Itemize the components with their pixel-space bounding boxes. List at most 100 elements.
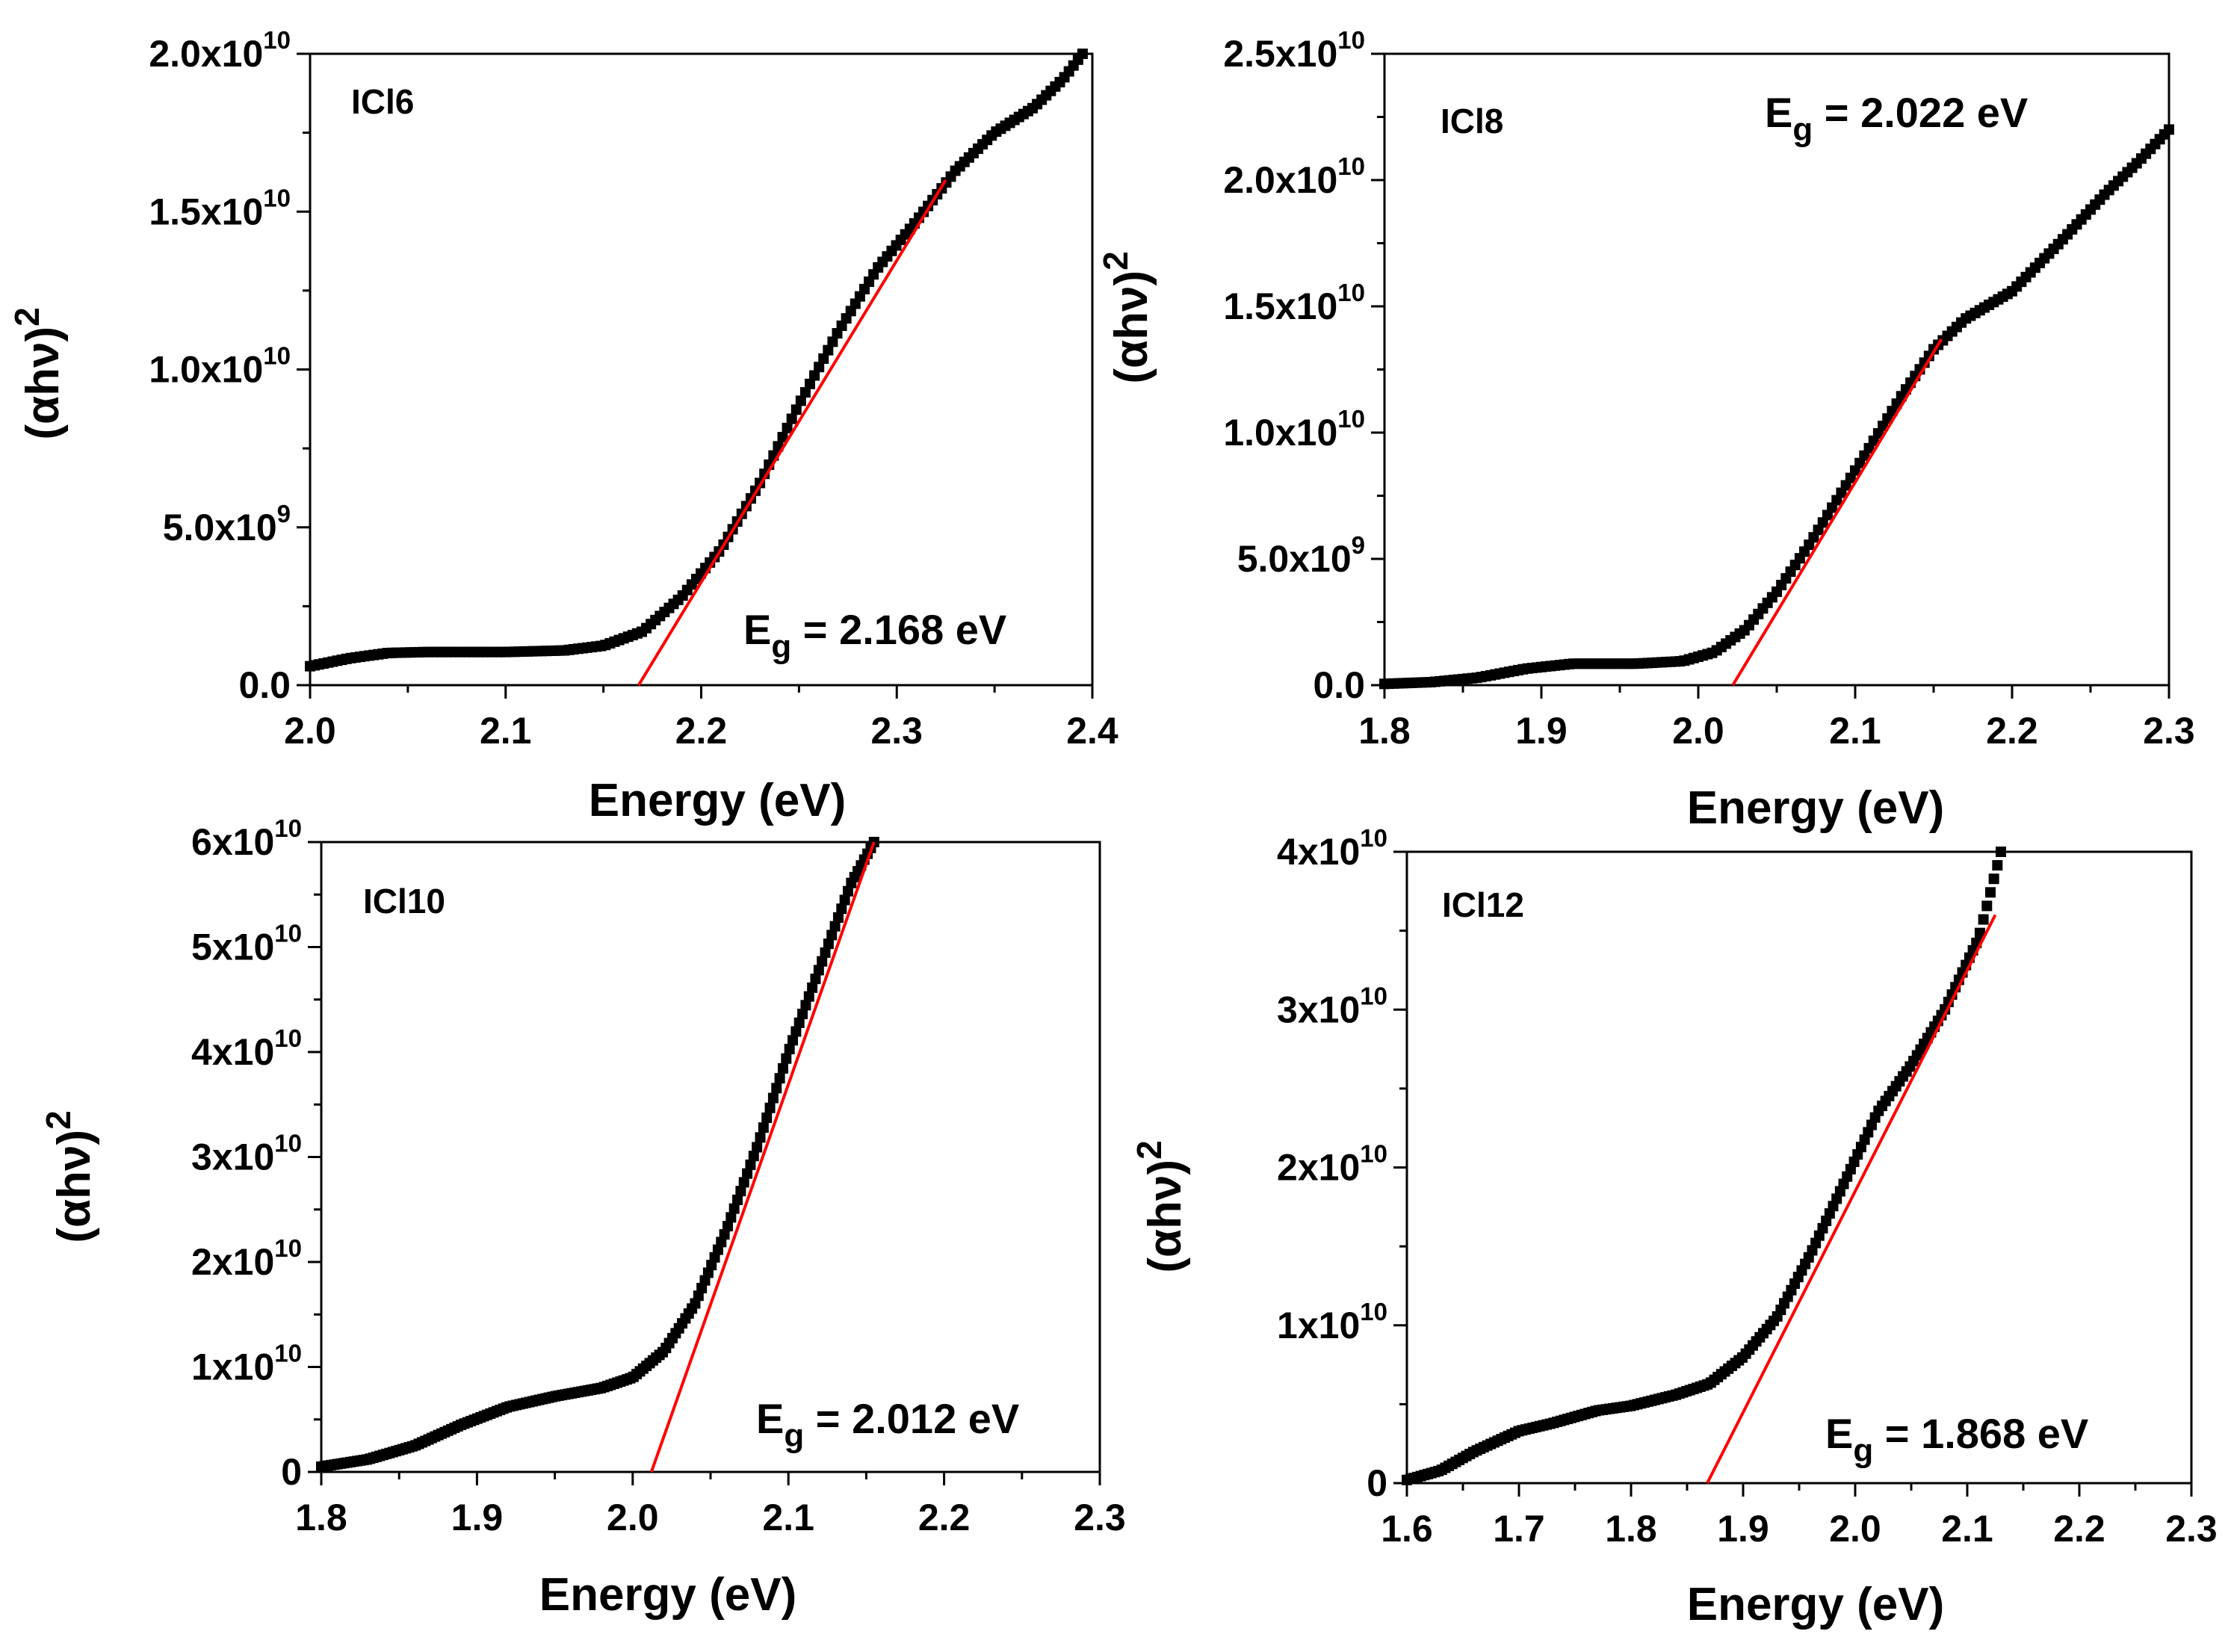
data-point [742,1168,753,1179]
data-point [827,336,838,347]
chart-panel-4: 1.6 1.7 1.8 1.9 2.0 2.1 2.2 2.3 0 1x1010 2x1010 3x1… [1130,824,2218,1630]
x-tick-label: 2.0 [1829,1508,1881,1550]
fit-line [649,841,876,1473]
data-point [814,362,825,373]
x-tick-label: 2.2 [2053,1508,2105,1550]
data-point [799,387,811,398]
fit-line [637,179,947,687]
data-point [820,947,831,958]
x-tick-label: 1.8 [295,1497,347,1538]
y-tick-label: 1x1010 [1277,1298,1387,1346]
data-point [782,422,793,433]
data-point [719,1229,730,1240]
band-gap-annotation: Eg = 2.022 eV [1765,89,2028,148]
data-point [810,974,821,985]
band-gap-annotation: Eg = 2.168 eV [743,606,1006,665]
x-tick-label: 2.1 [1829,710,1881,752]
y-tick-label: 0 [281,1451,302,1493]
data-point [817,956,828,967]
y-tick-label: 3x1010 [191,1130,302,1178]
x-tick-label: 2.3 [1074,1497,1126,1538]
y-tick-label: 1.5x1010 [149,184,291,232]
data-series [1379,124,2174,690]
y-tick-label: 1.5x1010 [1223,279,1365,327]
x-tick-label: 2.3 [870,710,923,752]
panel-label: ICl8 [1441,102,1503,140]
y-tick-label: 2.5x1010 [1223,26,1365,75]
data-point [771,1083,782,1094]
data-point [777,1062,788,1074]
x-tick-label: 1.9 [451,1497,504,1538]
data-point [813,965,824,976]
y-axis-title: (αhν)2 [1130,1140,1191,1272]
y-tick-label: 2.0x1010 [149,26,291,75]
data-point [1996,847,2006,857]
data-point [1974,927,1985,938]
x-tick-label: 2.0 [1672,710,1724,752]
data-point [807,982,818,993]
x-tick-label: 2.1 [480,710,532,752]
data-point [800,1000,811,1011]
x-tick-label: 2.2 [1986,710,2038,752]
x-tick-label: 2.3 [2165,1508,2218,1550]
x-tick-label: 2.3 [2143,710,2195,752]
x-tick-label: 2.4 [1066,710,1118,752]
y-tick-label: 0.0 [238,664,291,706]
fit-line [1731,338,1943,687]
x-tick-label: 2.1 [1941,1508,1993,1550]
data-point [777,432,788,443]
data-point [748,1151,759,1162]
data-point [767,1092,779,1104]
chart-panel-1: 2.0 2.1 2.2 2.3 2.4 0.0 5.0x109 1.0x1010 1.5x101… [7,26,1118,826]
x-tick-label: 1.8 [1358,710,1411,752]
data-point [832,912,844,923]
x-tick-label: 2.1 [762,1497,814,1538]
data-point [786,413,797,424]
data-point [1984,887,1996,898]
data-point [728,1203,740,1214]
y-tick-label: 1.0x1010 [1223,405,1365,454]
data-point [823,344,834,356]
x-tick-label: 1.7 [1493,1508,1545,1550]
data-series [316,837,879,1472]
y-tick-label: 6x1010 [191,814,302,863]
data-point [843,885,854,897]
x-axis-title: Energy (eV) [539,1569,797,1621]
data-point [793,1017,805,1028]
chart-panel-2: 1.8 1.9 2.0 2.1 2.2 2.3 0.0 5.0x109 1.0x1010 1.5x… [1096,26,2195,834]
data-point [790,1026,802,1037]
y-tick-label: 5x1010 [191,920,302,968]
x-tick-label: 2.0 [607,1497,659,1538]
panel-label: ICl12 [1442,885,1524,924]
y-axis-title: (αhν)2 [7,307,69,439]
panel-label: ICl10 [363,882,445,921]
data-point [752,1142,763,1153]
y-tick-label: 5.0x109 [1237,531,1365,580]
data-point [761,1112,773,1123]
y-axis-title: (αhν)2 [1096,251,1157,383]
data-point [722,1221,733,1232]
y-tick-label: 2x1010 [191,1234,302,1283]
panel-label: ICl6 [351,82,414,121]
data-point [790,404,802,415]
data-point [836,903,847,915]
data-point [1988,873,1999,885]
x-axis-title: Energy (eV) [589,775,847,826]
data-point [774,1073,785,1084]
data-point [787,1035,799,1046]
data-point [735,1186,746,1197]
chart-panel-3: 1.8 1.9 2.0 2.1 2.2 2.3 0 1x1010 2x1010 3x1010 4x1… [39,814,1126,1621]
x-tick-label: 2.0 [284,710,336,752]
data-point [809,370,820,381]
data-point [784,1044,795,1055]
y-tick-label: 4x1010 [1277,824,1387,873]
data-point [797,1009,808,1020]
x-tick-label: 1.9 [1717,1508,1769,1550]
band-gap-annotation: Eg = 1.868 eV [1825,1410,2088,1469]
y-tick-label: 1.0x1010 [149,342,291,391]
data-point [1992,860,2003,871]
x-tick-label: 2.2 [675,710,728,752]
data-point [745,1159,756,1170]
data-point [803,991,814,1002]
